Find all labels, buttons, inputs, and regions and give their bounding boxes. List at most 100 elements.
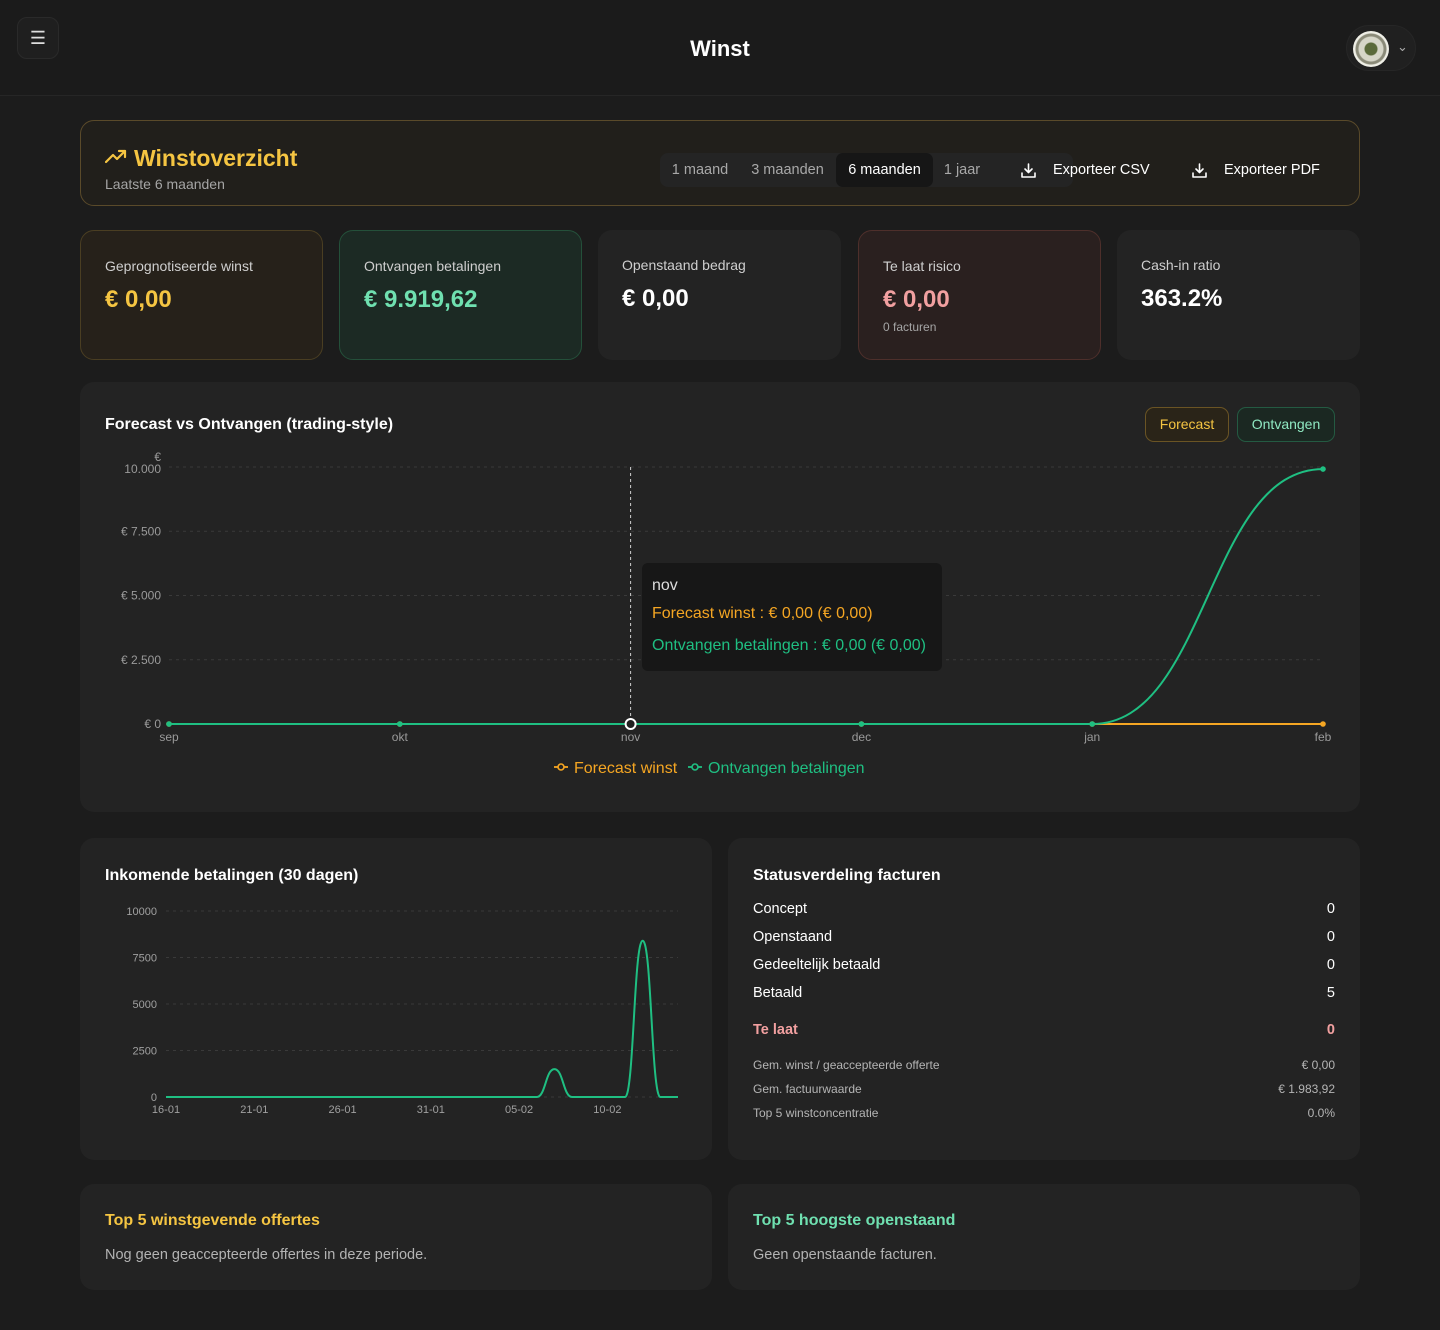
top-offers-card: Top 5 winstgevende offertes Nog geen gea… [80, 1184, 712, 1290]
stat-label: Gem. winst / geaccepteerde offerte [753, 1058, 940, 1072]
payments-chart: 0 2500 5000 7500 10000 16-01 21-01 26-01 31-01 05… [126, 906, 678, 1116]
export-pdf-button[interactable]: Exporteer PDF [1191, 153, 1331, 187]
stat-label: Top 5 winstconcentratie [753, 1106, 879, 1120]
range-1-year[interactable]: 1 jaar [943, 162, 981, 178]
payments-card: Inkomende betalingen (30 dagen) [80, 838, 712, 1160]
status-value: 0 [1326, 901, 1335, 917]
y-tick-label: € [154, 450, 161, 464]
kpi-label: Cash-in ratio [1141, 257, 1221, 273]
x-tick-label: 21-01 [240, 1104, 268, 1116]
x-tick-label: dec [852, 730, 871, 744]
top-outstanding-title: Top 5 hoogste openstaand [753, 1212, 956, 1229]
top-bar: ☰ Winst ⌄ [0, 0, 1440, 96]
x-tick-label: 05-02 [505, 1104, 533, 1116]
y-tick-label: 0 [151, 1092, 157, 1104]
data-point [166, 721, 172, 727]
x-tick-label: nov [621, 730, 640, 744]
top-outstanding-empty: Geen openstaande facturen. [753, 1247, 937, 1263]
tooltip-month: nov [652, 577, 678, 594]
forecast-chart-title: Forecast vs Ontvangen (trading-style) [105, 416, 394, 433]
stat-avg-invoice: Gem. factuurwaarde € 1.983,92 [753, 1082, 1335, 1096]
status-row-paid: Betaald 5 [753, 985, 1335, 1001]
kpi-cash-in-ratio: Cash-in ratio 363.2% [1117, 230, 1360, 360]
toggle-forecast[interactable]: Forecast [1145, 407, 1229, 442]
status-row-partial: Gedeeltelijk betaald 0 [753, 957, 1335, 973]
stat-label: Gem. factuurwaarde [753, 1082, 862, 1096]
account-menu-button[interactable]: ⌄ [1346, 25, 1416, 71]
range-1-month[interactable]: 1 maand [671, 162, 729, 178]
legend-label: Forecast winst [574, 760, 678, 777]
toggle-received[interactable]: Ontvangen [1237, 407, 1335, 442]
y-tick-label: € 0 [144, 717, 161, 731]
status-row-concept: Concept 0 [753, 901, 1335, 917]
x-tick-label: 31-01 [417, 1104, 445, 1116]
stat-value: € 1.983,92 [1278, 1082, 1335, 1096]
forecast-chart-card: Forecast vs Ontvangen (trading-style) Fo… [80, 382, 1360, 812]
chart-tooltip: nov Forecast winst : € 0,00 (€ 0,00) Ont… [642, 563, 942, 671]
stat-value: € 0,00 [1301, 1058, 1335, 1072]
kpi-value: 363.2% [1141, 285, 1223, 312]
tooltip-forecast: Forecast winst : € 0,00 (€ 0,00) [652, 605, 873, 622]
stat-top5-concentration: Top 5 winstconcentratie 0.0% [753, 1106, 1335, 1120]
download-icon [1021, 163, 1036, 178]
hamburger-icon: ☰ [29, 27, 47, 48]
status-title: Statusverdeling facturen [753, 867, 941, 884]
overview-title: Winstoverzicht [134, 145, 298, 171]
legend-label: Ontvangen betalingen [708, 760, 865, 777]
y-tick-label: 10000 [126, 906, 157, 918]
export-pdf-label: Exporteer PDF [1224, 162, 1320, 178]
export-csv-button[interactable]: Exporteer CSV [1020, 153, 1160, 187]
range-6-months[interactable]: 6 maanden [836, 153, 933, 187]
status-value: 0 [1326, 929, 1335, 945]
overview-header: Winstoverzicht Laatste 6 maanden 1 maand… [80, 120, 1360, 206]
kpi-value: € 0,00 [622, 285, 689, 312]
forecast-chart: € 0 € 2.500 € 5.000 € 7.500 €10.000 sep okt nov… [121, 450, 1332, 777]
status-label: Gedeeltelijk betaald [753, 957, 881, 973]
status-label: Betaald [753, 985, 803, 1001]
legend-marker [691, 763, 699, 771]
menu-button[interactable]: ☰ [17, 17, 59, 59]
x-tick-label: sep [159, 730, 179, 744]
status-label: Concept [753, 901, 808, 917]
kpi-label: Openstaand bedrag [622, 257, 746, 273]
status-value: 0 [1326, 1022, 1335, 1038]
kpi-label: Ontvangen betalingen [364, 258, 501, 274]
x-tick-label: okt [392, 730, 409, 744]
data-point [1089, 721, 1095, 727]
y-tick-label: € 2.500 [121, 653, 161, 667]
x-tick-label: 26-01 [328, 1104, 356, 1116]
data-point [1320, 466, 1326, 472]
y-tick-label: 5000 [133, 999, 157, 1011]
overview-subtitle: Laatste 6 maanden [105, 176, 225, 192]
top-offers-title: Top 5 winstgevende offertes [105, 1212, 320, 1229]
series-line [165, 939, 678, 1098]
status-value: 0 [1326, 957, 1335, 973]
active-point [624, 718, 637, 730]
status-card: Statusverdeling facturen Concept 0 Openst… [728, 838, 1360, 1160]
status-row-open: Openstaand 0 [753, 929, 1335, 945]
export-csv-label: Exporteer CSV [1053, 162, 1150, 178]
y-tick-label: 2500 [133, 1046, 157, 1058]
y-tick-label: € 5.000 [121, 589, 161, 603]
download-icon [1192, 163, 1207, 178]
status-label: Te laat [753, 1022, 798, 1038]
data-point [397, 721, 403, 727]
page-title: Winst [690, 36, 750, 61]
status-label: Openstaand [753, 929, 833, 945]
avatar [1353, 31, 1389, 67]
kpi-late-risk: Te laat risico € 0,00 0 facturen [858, 230, 1101, 360]
tooltip-received: Ontvangen betalingen : € 0,00 (€ 0,00) [652, 637, 926, 654]
kpi-label: Te laat risico [883, 258, 961, 274]
top-outstanding-card: Top 5 hoogste openstaand Geen openstaand… [728, 1184, 1360, 1290]
range-3-months[interactable]: 3 maanden [751, 162, 824, 178]
y-tick-label: € 7.500 [121, 524, 161, 538]
kpi-forecast-profit: Geprognotiseerde winst € 0,00 [80, 230, 323, 360]
top-offers-empty: Nog geen geaccepteerde offertes in deze … [105, 1247, 428, 1263]
kpi-sub: 0 facturen [883, 320, 937, 334]
kpi-value: € 9.919,62 [364, 286, 478, 313]
kpi-value: € 0,00 [883, 286, 950, 313]
data-point [1320, 721, 1326, 727]
kpi-label: Geprognotiseerde winst [105, 258, 253, 274]
series-line [169, 468, 1324, 725]
data-point [858, 721, 865, 727]
